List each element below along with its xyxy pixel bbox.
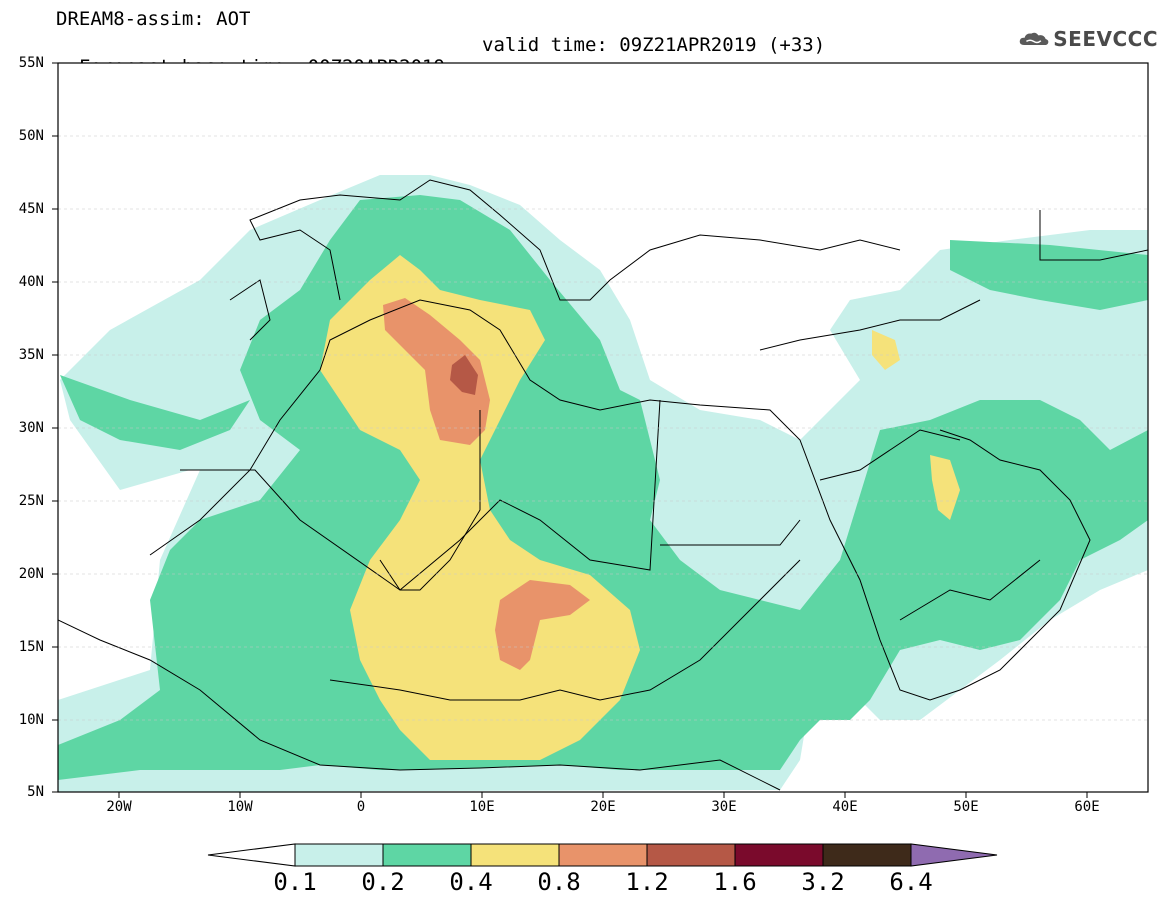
lon-label-20w: 20W [106,799,132,815]
valid-time-label: valid time: 09Z21APR2019 (+33) [482,34,826,56]
lon-label-30e: 30E [711,799,737,815]
colorbar-label-1.6: 1.6 [713,868,757,896]
colorbar-bin-0.4 [470,843,560,867]
cloud-icon [1019,32,1049,46]
colorbar-bin-1.2 [646,843,736,867]
colorbar-bin-0.2 [382,843,472,867]
colorbar-label-0.1: 0.1 [273,868,317,896]
lat-label-10n: 10N [18,712,44,728]
colorbar-bin-1.6 [734,843,824,867]
lon-label-50e: 50E [953,799,979,815]
lat-label-45n: 45N [18,201,44,217]
aot-contour-0.4-arabia [930,455,960,520]
lon-label-10e: 10E [469,799,495,815]
aot-contour-0.2-plume [60,375,250,450]
colorbar-label-0.8: 0.8 [537,868,581,896]
map-title: DREAM8-assim: AOT [56,8,251,30]
lat-label-25n: 25N [18,493,44,509]
colorbar-label-3.2: 3.2 [801,868,845,896]
lon-label-40e: 40E [832,799,858,815]
lon-label-20e: 20E [590,799,616,815]
colorbar-label-0.2: 0.2 [361,868,405,896]
lat-label-40n: 40N [18,274,44,290]
aot-contour-1.2 [450,355,478,395]
lon-label-60e: 60E [1074,799,1100,815]
colorbar-arrow-low [207,843,296,867]
lat-label-5n: 5N [27,784,44,800]
coastlines [58,179,1148,791]
lat-label-50n: 50N [18,128,44,144]
colorbar-label-6.4: 6.4 [889,868,933,896]
lat-label-15n: 15N [18,639,44,655]
aot-contour-0.8 [383,298,490,445]
axis-ticks [52,62,1088,798]
colorbar-label-0.4: 0.4 [449,868,493,896]
aot-contour-0.8-chad [495,580,590,670]
colorbar-bin-3.2 [822,843,912,867]
colorbar-bin-0.8 [558,843,648,867]
lat-label-20n: 20N [18,566,44,582]
lon-label-0: 0 [356,799,366,815]
lat-label-55n: 55N [18,55,44,71]
aot-contour-0.4-iraq [872,330,900,370]
aot-contour-0.2-east [950,240,1148,310]
lat-label-35n: 35N [18,347,44,363]
lon-label-10w: 10W [227,799,253,815]
colorbar-bin-0.1 [294,843,384,867]
lat-label-30n: 30N [18,420,44,436]
gridlines [58,135,1148,721]
logo-text: SEEVCCC [1053,27,1158,51]
colorbar-label-1.2: 1.2 [625,868,669,896]
seevccc-logo: SEEVCCC [1018,24,1158,54]
colorbar-arrow-high [910,843,998,867]
